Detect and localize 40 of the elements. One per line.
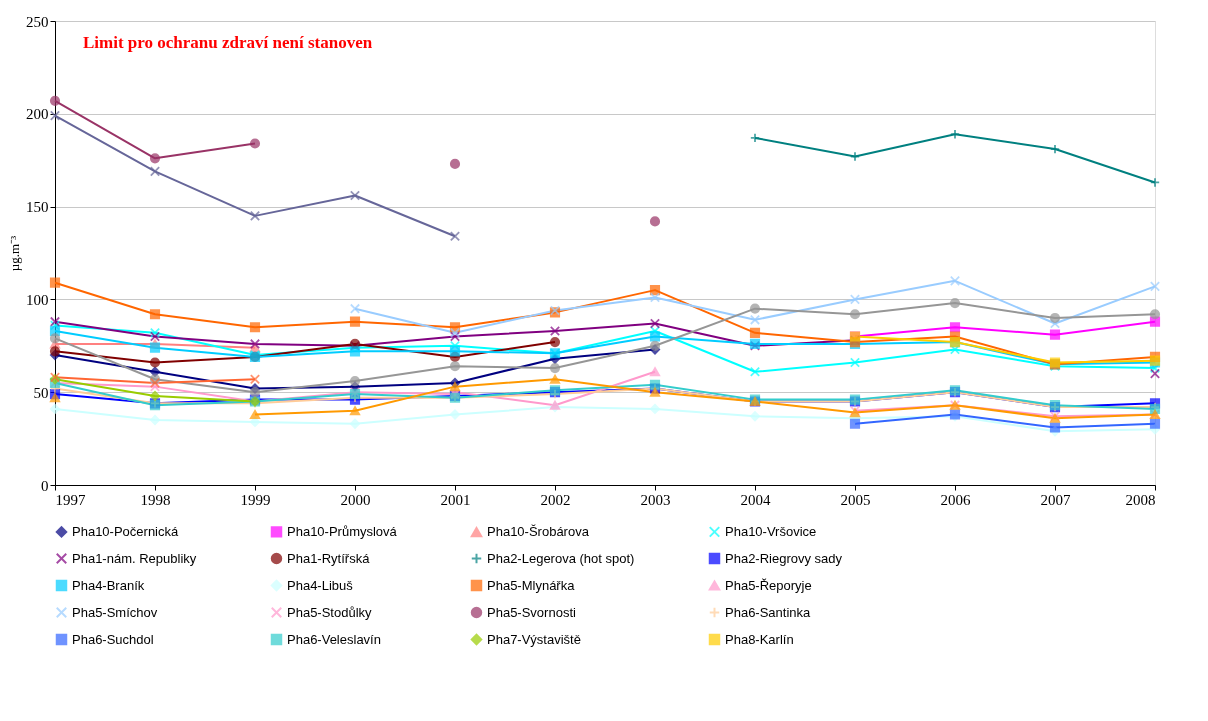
y-tick-label: 50 xyxy=(33,384,49,401)
x-tick-label: 2001 xyxy=(440,491,471,508)
y-tick-label: 200 xyxy=(26,106,49,123)
legend-label: Pha8-Karlín xyxy=(725,631,794,647)
y-tick-label: 250 xyxy=(26,13,49,30)
legend-label: Pha6-Suchdol xyxy=(72,631,154,647)
legend-label: Pha4-Libuš xyxy=(287,577,354,593)
legend-label: Pha10-Počernická xyxy=(72,523,179,539)
x-tick-label: 2007 xyxy=(1040,491,1071,508)
x-tick-label: 2004 xyxy=(740,491,771,508)
legend-label: Pha1-Rytířská xyxy=(287,550,371,566)
legend-label: Pha1-nám. Republiky xyxy=(72,550,197,566)
legend-label: Pha10-Šrobárova xyxy=(487,524,590,540)
x-tick-label: 2003 xyxy=(640,491,671,508)
legend-label: Pha2-Riegrovy sady xyxy=(725,550,843,566)
y-tick-label: 150 xyxy=(26,199,49,216)
y-tick-label: 0 xyxy=(41,477,49,494)
legend-label: Pha5-Stodůlky xyxy=(287,604,373,620)
x-tick-label: 1998 xyxy=(140,491,171,508)
y-tick-label: 100 xyxy=(26,291,49,308)
legend-label: Pha10-Průmyslová xyxy=(287,523,398,539)
legend-label: Pha6-Santinka xyxy=(725,604,812,620)
legend-label: Pha4-Braník xyxy=(72,577,145,593)
legend-label: Pha5-Mlynářka xyxy=(487,577,576,593)
x-tick-label: 1999 xyxy=(240,491,271,508)
legend-label: Pha5-Svornosti xyxy=(487,604,576,620)
legend-label: Pha5-Řeporyje xyxy=(725,577,812,593)
x-tick-label: 2000 xyxy=(340,491,371,508)
y-axis-title: µg.m⁻³ xyxy=(7,235,22,272)
annotation: Limit pro ochranu zdraví není stanoven xyxy=(83,33,373,52)
x-tick-label: 2008 xyxy=(1125,491,1156,508)
legend-label: Pha7-Výstaviště xyxy=(487,631,581,647)
legend-label: Pha5-Smíchov xyxy=(72,604,158,620)
legend-label: Pha10-Vršovice xyxy=(725,523,817,539)
x-tick-label: 2005 xyxy=(840,491,871,508)
legend-label: Pha2-Legerova (hot spot) xyxy=(487,550,635,566)
x-tick-label: 2006 xyxy=(940,491,971,508)
x-tick-label: 2002 xyxy=(540,491,571,508)
x-tick-label: 1997 xyxy=(55,491,86,508)
legend-label: Pha6-Veleslavín xyxy=(287,631,381,647)
